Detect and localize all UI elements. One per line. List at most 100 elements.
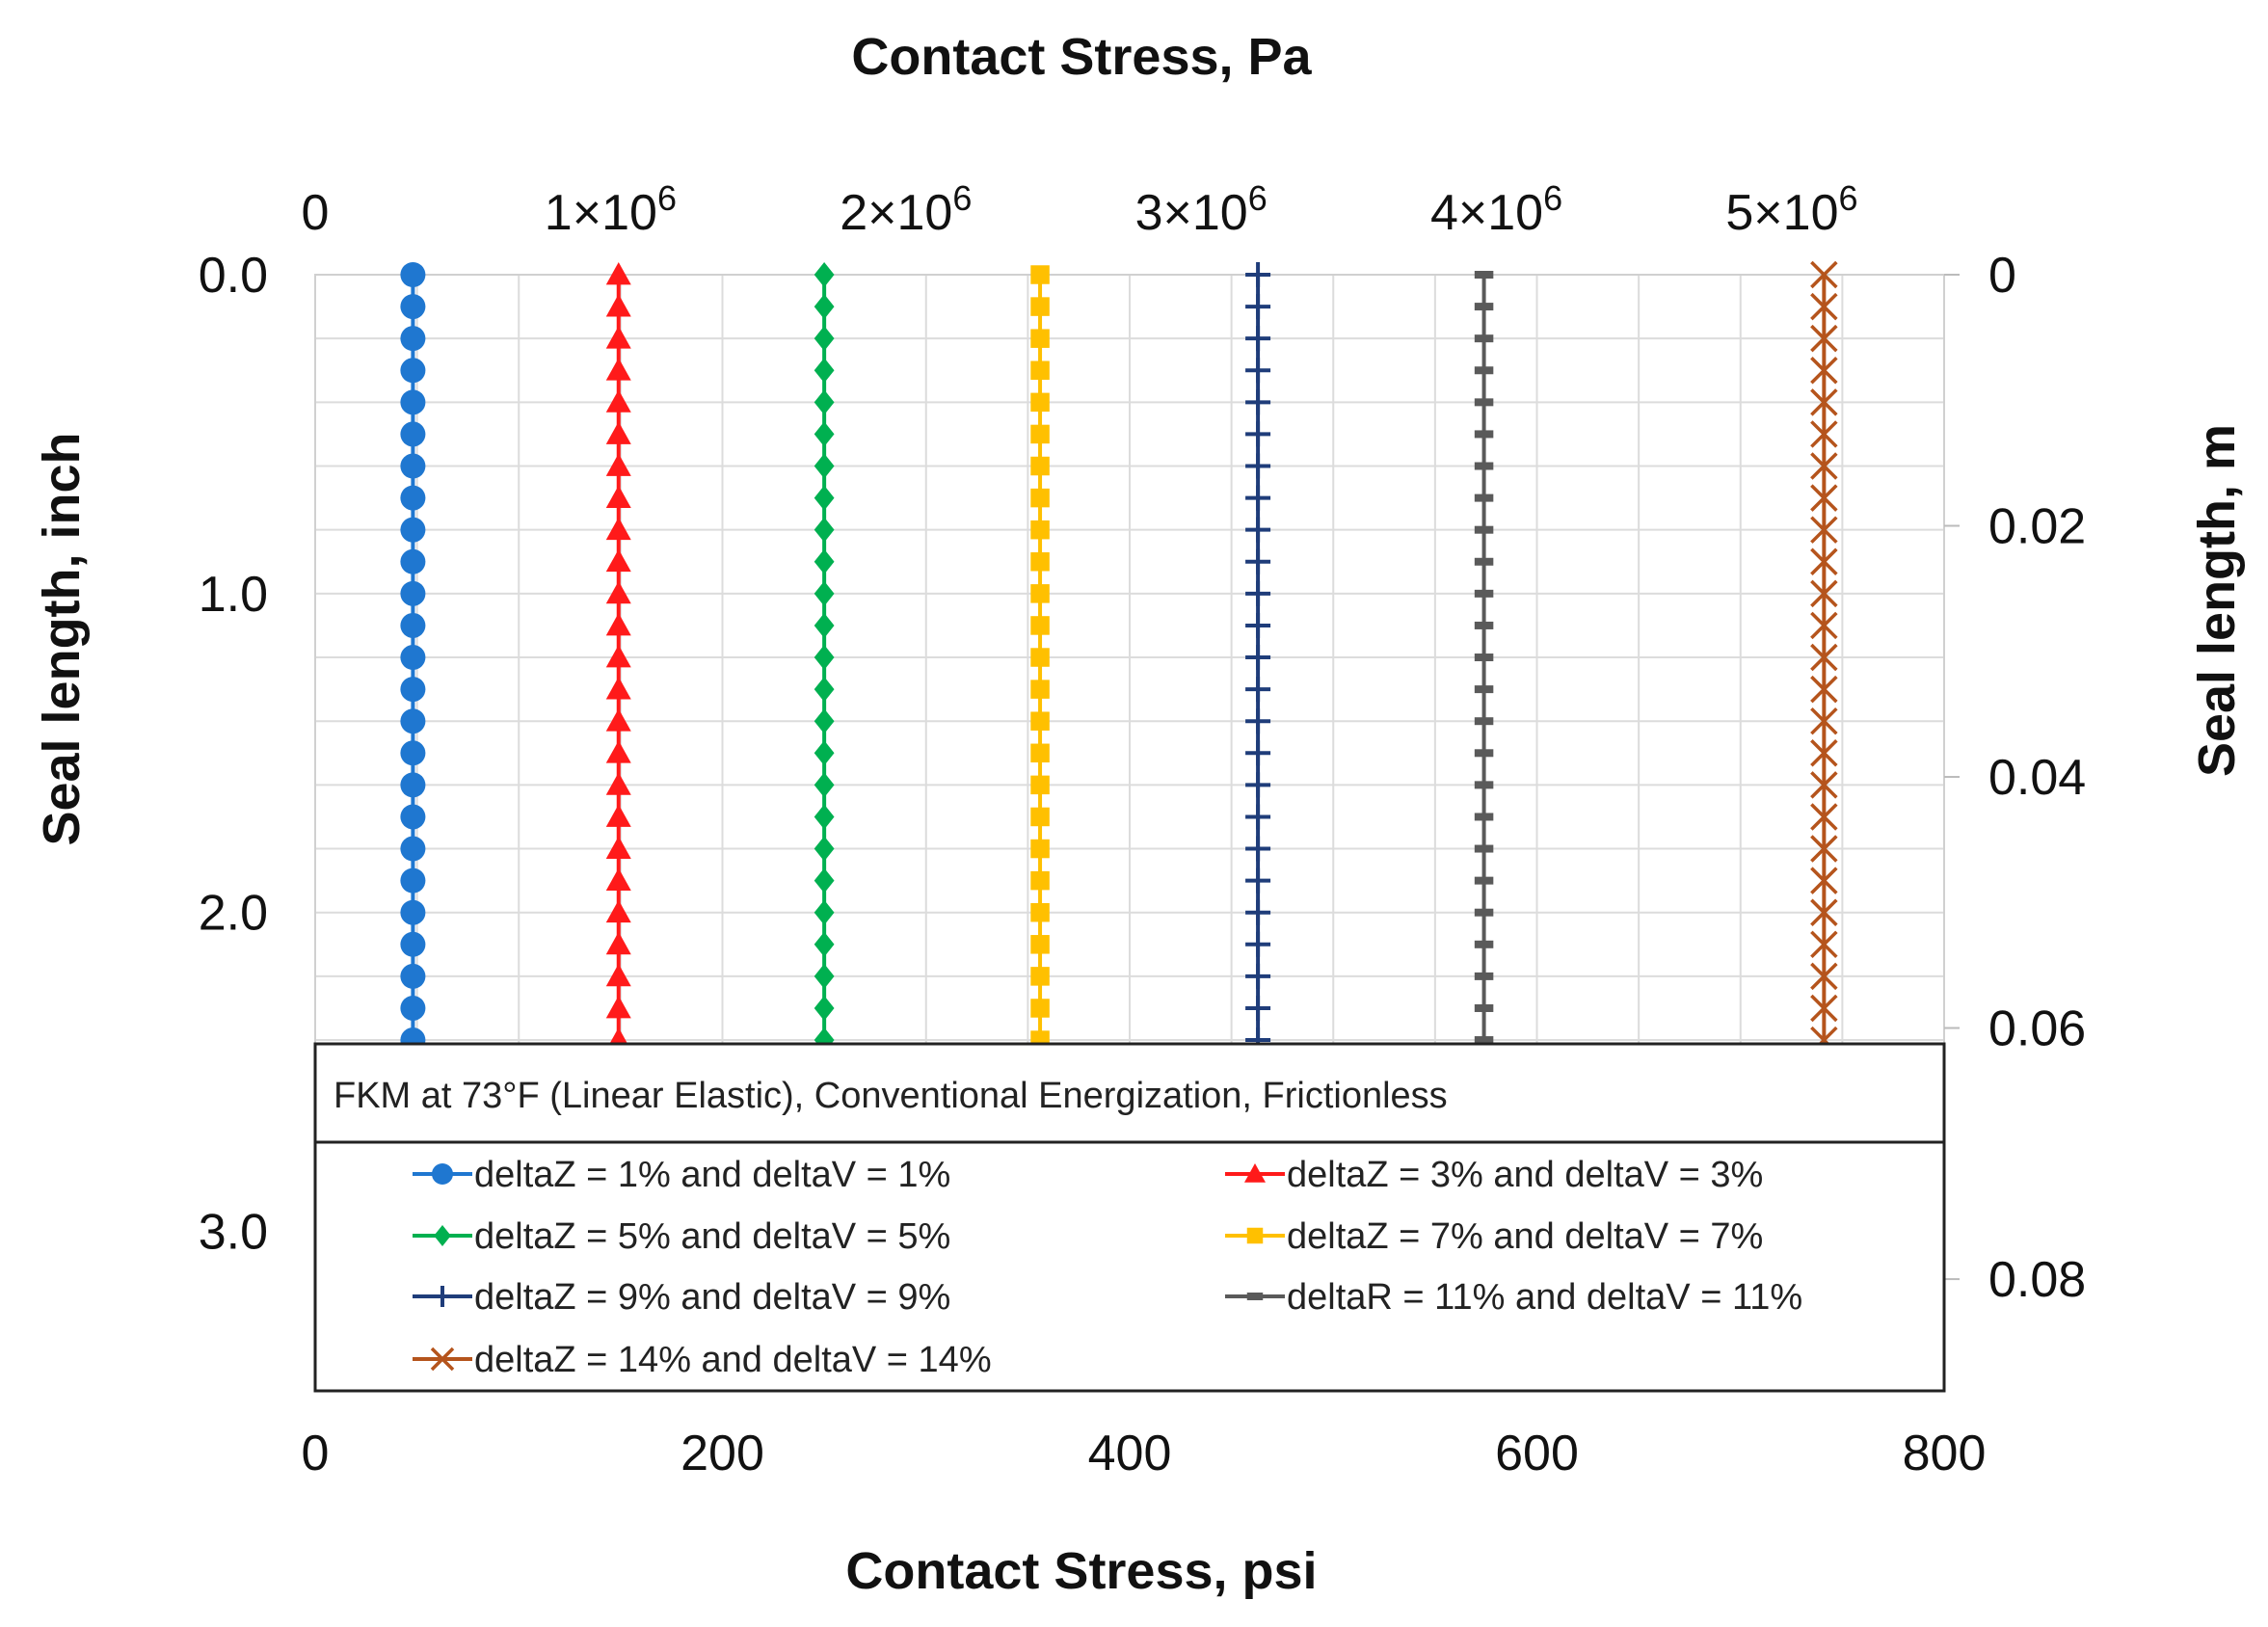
marker-x bbox=[1810, 930, 1838, 959]
marker-plus bbox=[1245, 995, 1271, 1021]
marker-x bbox=[430, 1347, 455, 1372]
marker-dash bbox=[1474, 493, 1494, 502]
x-top-tick-exponent: 6 bbox=[657, 178, 677, 218]
marker-square bbox=[1030, 999, 1050, 1018]
marker-dash bbox=[1474, 303, 1494, 311]
marker-dash bbox=[1474, 717, 1494, 726]
marker-triangle bbox=[605, 772, 631, 795]
marker-circle bbox=[400, 326, 426, 352]
marker-circle bbox=[400, 836, 426, 862]
legend-item: deltaZ = 3% and deltaV = 3% bbox=[1225, 1155, 1763, 1195]
x-top-tick-mantissa: 4×10 bbox=[1430, 185, 1543, 241]
marker-x bbox=[1810, 707, 1838, 735]
marker-triangle bbox=[605, 326, 631, 349]
marker-diamond bbox=[814, 740, 835, 766]
marker-square bbox=[1030, 392, 1050, 413]
legend-label: deltaZ = 7% and deltaV = 7% bbox=[1287, 1216, 1763, 1257]
marker-triangle bbox=[605, 612, 631, 636]
x-top-tick-exponent: 6 bbox=[1543, 178, 1562, 218]
marker-dash bbox=[1474, 1036, 1494, 1045]
marker-x bbox=[1810, 420, 1838, 448]
marker-plus bbox=[1245, 612, 1271, 638]
legend-item: deltaZ = 1% and deltaV = 1% bbox=[413, 1155, 950, 1195]
y-left-tick-label: 3.0 bbox=[199, 1205, 268, 1261]
marker-circle bbox=[400, 294, 426, 320]
marker-dash bbox=[1474, 557, 1494, 566]
x-bottom-tick-label: 200 bbox=[680, 1426, 764, 1481]
marker-dash bbox=[1474, 813, 1494, 821]
marker-circle bbox=[400, 548, 426, 574]
marker-x bbox=[1810, 835, 1838, 863]
legend-item: deltaZ = 7% and deltaV = 7% bbox=[1225, 1216, 1763, 1257]
marker-x bbox=[1810, 803, 1838, 831]
legend-label: deltaZ = 1% and deltaV = 1% bbox=[474, 1155, 950, 1195]
marker-circle bbox=[400, 389, 426, 415]
marker-diamond bbox=[814, 612, 835, 638]
series-layer bbox=[400, 260, 1838, 1054]
marker-circle bbox=[400, 931, 426, 957]
marker-circle bbox=[400, 995, 426, 1021]
marker-x bbox=[1810, 388, 1838, 416]
marker-square bbox=[1030, 967, 1050, 986]
tick-labels: 0 200 400 600 800 0.0 1.0 2.0 3.0 0 0.02 0.04 0.06 0.… bbox=[199, 178, 2087, 1481]
marker-circle bbox=[400, 867, 426, 894]
marker-square bbox=[1030, 743, 1050, 763]
marker-circle bbox=[400, 804, 426, 830]
marker-square bbox=[1030, 552, 1050, 572]
marker-x bbox=[1810, 579, 1838, 608]
marker-dash bbox=[1474, 781, 1494, 789]
marker-plus bbox=[1245, 485, 1271, 511]
marker-plus bbox=[1245, 772, 1271, 798]
marker-x bbox=[1810, 771, 1838, 799]
marker-square bbox=[1030, 265, 1050, 284]
marker-circle bbox=[400, 963, 426, 989]
marker-diamond bbox=[814, 453, 835, 479]
marker-dash bbox=[1474, 430, 1494, 439]
x-top-tick-mantissa: 1×10 bbox=[545, 185, 657, 241]
marker-diamond bbox=[814, 804, 835, 830]
marker-square bbox=[1030, 902, 1050, 922]
marker-diamond bbox=[814, 326, 835, 352]
marker-plus bbox=[1245, 294, 1271, 320]
marker-circle bbox=[432, 1163, 453, 1185]
y-right-tick-label: 0.04 bbox=[1988, 750, 2086, 806]
marker-square bbox=[1030, 648, 1050, 667]
marker-dash bbox=[1474, 1003, 1494, 1012]
x-bottom-tick-label: 800 bbox=[1903, 1426, 1987, 1481]
x-top-tick-label: 1×106 bbox=[545, 178, 677, 241]
legend-label: deltaZ = 9% and deltaV = 9% bbox=[474, 1277, 950, 1318]
marker-dash bbox=[1474, 271, 1494, 279]
marker-square bbox=[1030, 775, 1050, 795]
marker-square bbox=[1030, 935, 1050, 954]
marker-square bbox=[1246, 1227, 1264, 1244]
x-bottom-tick-label: 600 bbox=[1495, 1426, 1579, 1481]
marker-diamond bbox=[814, 548, 835, 574]
marker-x bbox=[1810, 994, 1838, 1023]
series-1 bbox=[400, 262, 426, 1054]
x-top-tick-label: 5×106 bbox=[1725, 178, 1857, 241]
marker-triangle bbox=[605, 645, 631, 668]
marker-x bbox=[1810, 611, 1838, 640]
top-axis-title: Contact Stress, Pa bbox=[851, 28, 1312, 86]
marker-plus bbox=[1245, 963, 1271, 989]
marker-triangle bbox=[605, 963, 631, 987]
x-top-tick-label: 4×106 bbox=[1430, 178, 1562, 241]
marker-plus bbox=[1245, 740, 1271, 766]
marker-triangle bbox=[605, 485, 631, 508]
marker-diamond bbox=[814, 358, 835, 384]
marker-square bbox=[1030, 839, 1050, 859]
series-7 bbox=[1810, 260, 1838, 1054]
marker-plus bbox=[1245, 836, 1271, 862]
y-right-tick-label: 0 bbox=[1988, 248, 2016, 304]
x-top-tick-exponent: 6 bbox=[1839, 178, 1858, 218]
marker-triangle bbox=[605, 358, 631, 381]
x-top-tick-label: 2×106 bbox=[840, 178, 972, 241]
marker-plus bbox=[1245, 899, 1271, 925]
x-top-tick-mantissa: 2×10 bbox=[840, 185, 952, 241]
marker-diamond bbox=[814, 867, 835, 894]
y-left-tick-label: 2.0 bbox=[199, 886, 268, 942]
marker-plus bbox=[1245, 326, 1271, 352]
marker-diamond bbox=[814, 836, 835, 862]
x-top-tick-label: 3×106 bbox=[1135, 178, 1267, 241]
marker-diamond bbox=[814, 772, 835, 798]
